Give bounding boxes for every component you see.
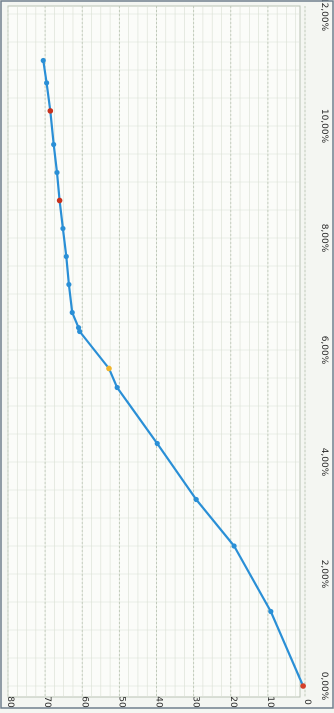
data-point bbox=[63, 253, 69, 260]
highlighted-point bbox=[47, 108, 54, 114]
y-tick-label: 30 bbox=[191, 696, 201, 708]
data-point bbox=[193, 496, 199, 503]
data-point bbox=[75, 325, 82, 331]
y-tick-label: 80 bbox=[5, 696, 15, 708]
highlighted-point bbox=[56, 197, 63, 204]
y-tick-label: 20 bbox=[228, 696, 238, 708]
y-tick-label: 0 bbox=[302, 699, 312, 705]
x-tick-label: 0,00% bbox=[319, 672, 329, 701]
data-point bbox=[60, 225, 66, 232]
x-tick-label: 4,00% bbox=[319, 448, 329, 477]
y-tick-label: 40 bbox=[154, 696, 164, 708]
data-point bbox=[154, 440, 160, 447]
grid-lines bbox=[7, 6, 306, 697]
plot-area bbox=[7, 5, 301, 698]
y-tick-label: 10 bbox=[265, 696, 275, 708]
highlighted-points bbox=[47, 108, 306, 689]
data-point bbox=[231, 543, 237, 549]
data-point bbox=[51, 141, 57, 148]
data-point bbox=[69, 309, 75, 316]
x-tick-label: 12,00% bbox=[319, 0, 329, 32]
x-tick-label: 10,00% bbox=[319, 109, 329, 144]
y-tick-label: 60 bbox=[79, 696, 89, 708]
x-tick-label: 2,00% bbox=[319, 560, 329, 589]
data-point bbox=[44, 80, 50, 86]
x-tick-label: 6,00% bbox=[319, 336, 329, 365]
y-tick-label: 50 bbox=[116, 696, 126, 708]
data-point bbox=[66, 281, 72, 288]
data-point bbox=[77, 328, 83, 335]
data-point bbox=[268, 608, 274, 615]
x-tick-label: 8,00% bbox=[319, 224, 329, 253]
highlighted-point bbox=[106, 365, 112, 372]
data-point bbox=[40, 57, 46, 64]
y-tick-label: 70 bbox=[42, 696, 52, 708]
highlighted-point bbox=[300, 683, 306, 689]
data-point bbox=[114, 384, 120, 391]
data-point bbox=[54, 169, 60, 176]
axes: 0,00% 2,00% 4,00% 6,00% 8,00% 10,00% 12,00% 0 10… bbox=[5, 0, 329, 708]
